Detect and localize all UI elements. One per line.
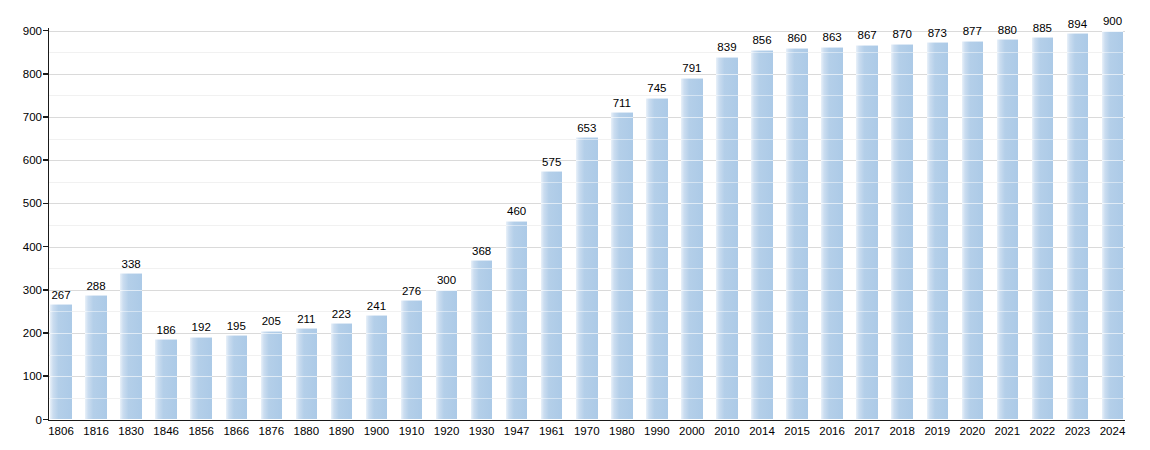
bar [85, 295, 107, 419]
bar-value-label: 885 [1022, 21, 1062, 35]
bar [611, 112, 633, 419]
bar-value-label: 575 [532, 155, 572, 169]
bar [366, 315, 388, 419]
x-axis-line [48, 420, 1126, 422]
bar-value-label: 192 [181, 320, 221, 334]
bar-value-label: 195 [216, 319, 256, 333]
major-gridline-over-bars [49, 247, 1126, 248]
bar-value-label: 711 [602, 96, 642, 110]
bar-value-label: 368 [462, 244, 502, 258]
minor-gridline-over-bars [49, 355, 1126, 356]
bar-value-label: 900 [1093, 14, 1133, 28]
bar [331, 323, 353, 419]
bar [681, 78, 703, 420]
y-axis-tick [43, 332, 48, 334]
bar-value-label: 856 [742, 33, 782, 47]
bar-value-label: 338 [111, 257, 151, 271]
minor-gridline-over-bars [49, 268, 1126, 269]
bar [401, 300, 423, 419]
bar [50, 304, 72, 419]
minor-gridline-over-bars [49, 52, 1126, 53]
y-axis-tick [43, 246, 48, 248]
bar [296, 328, 318, 419]
bar [506, 221, 528, 420]
bar [927, 42, 949, 419]
minor-gridline-over-bars [49, 311, 1126, 312]
major-gridline-over-bars [49, 376, 1126, 377]
y-axis-tick [43, 203, 48, 205]
y-axis-tick [43, 30, 48, 32]
bar-value-label: 653 [567, 121, 607, 135]
population-bar-chart: 2671806288181633818301861846192185619518… [0, 0, 1150, 450]
y-axis-tick-label: 200 [8, 326, 42, 340]
minor-gridline-over-bars [49, 182, 1126, 183]
bar [155, 339, 177, 419]
bar-value-label: 863 [812, 30, 852, 44]
bar [646, 98, 668, 420]
bar-value-label: 267 [41, 288, 81, 302]
y-axis-tick-label: 700 [8, 110, 42, 124]
bar-value-label: 205 [251, 314, 291, 328]
bar-value-label: 186 [146, 323, 186, 337]
bar [190, 337, 212, 420]
bar-value-label: 791 [672, 61, 712, 75]
bar [786, 48, 808, 420]
y-axis-tick [43, 116, 48, 118]
bar-value-label: 241 [356, 299, 396, 313]
x-axis-tick-label: 2024 [1091, 424, 1135, 438]
bar-value-label: 288 [76, 279, 116, 293]
bar-value-label: 894 [1057, 17, 1097, 31]
bar-value-label: 745 [637, 81, 677, 95]
y-axis-tick-label: 100 [8, 369, 42, 383]
bar [962, 41, 984, 420]
y-axis-tick-label: 0 [8, 413, 42, 427]
y-axis-tick-label: 800 [8, 67, 42, 81]
bar [541, 171, 563, 419]
bar-value-label: 867 [847, 28, 887, 42]
y-axis-tick-label: 600 [8, 153, 42, 167]
major-gridline-over-bars [49, 290, 1126, 291]
bar-value-label: 860 [777, 31, 817, 45]
y-axis-tick-label: 500 [8, 196, 42, 210]
bar [821, 47, 843, 420]
y-axis-tick-label: 900 [8, 24, 42, 38]
y-axis-tick [43, 375, 48, 377]
bar [471, 260, 493, 419]
bar-value-label: 880 [987, 23, 1027, 37]
bar [226, 335, 248, 419]
bar-value-label: 460 [497, 204, 537, 218]
y-axis-line [48, 28, 50, 421]
y-axis-tick-label: 400 [8, 240, 42, 254]
bar [261, 331, 283, 420]
minor-gridline-over-bars [49, 95, 1126, 96]
bar [716, 57, 738, 420]
bar-value-label: 873 [917, 26, 957, 40]
bar-value-label: 839 [707, 40, 747, 54]
major-gridline-over-bars [49, 160, 1126, 161]
bar-value-label: 877 [952, 24, 992, 38]
y-axis-tick-label: 300 [8, 283, 42, 297]
bar-value-label: 300 [427, 273, 467, 287]
minor-gridline-over-bars [49, 139, 1126, 140]
bar [1067, 33, 1089, 419]
major-gridline-over-bars [49, 117, 1126, 118]
bar [891, 44, 913, 420]
bar-value-label: 211 [286, 312, 326, 326]
major-gridline-over-bars [49, 203, 1126, 204]
y-axis-tick [43, 419, 48, 421]
bar-value-label: 223 [321, 307, 361, 321]
bar [751, 50, 773, 420]
bar [856, 45, 878, 420]
minor-gridline-over-bars [49, 225, 1126, 226]
major-gridline-over-bars [49, 74, 1126, 75]
y-axis-tick [43, 73, 48, 75]
bar-value-label: 276 [392, 284, 432, 298]
minor-gridline-over-bars [49, 398, 1126, 399]
y-axis-tick [43, 159, 48, 161]
bar-value-label: 870 [882, 27, 922, 41]
